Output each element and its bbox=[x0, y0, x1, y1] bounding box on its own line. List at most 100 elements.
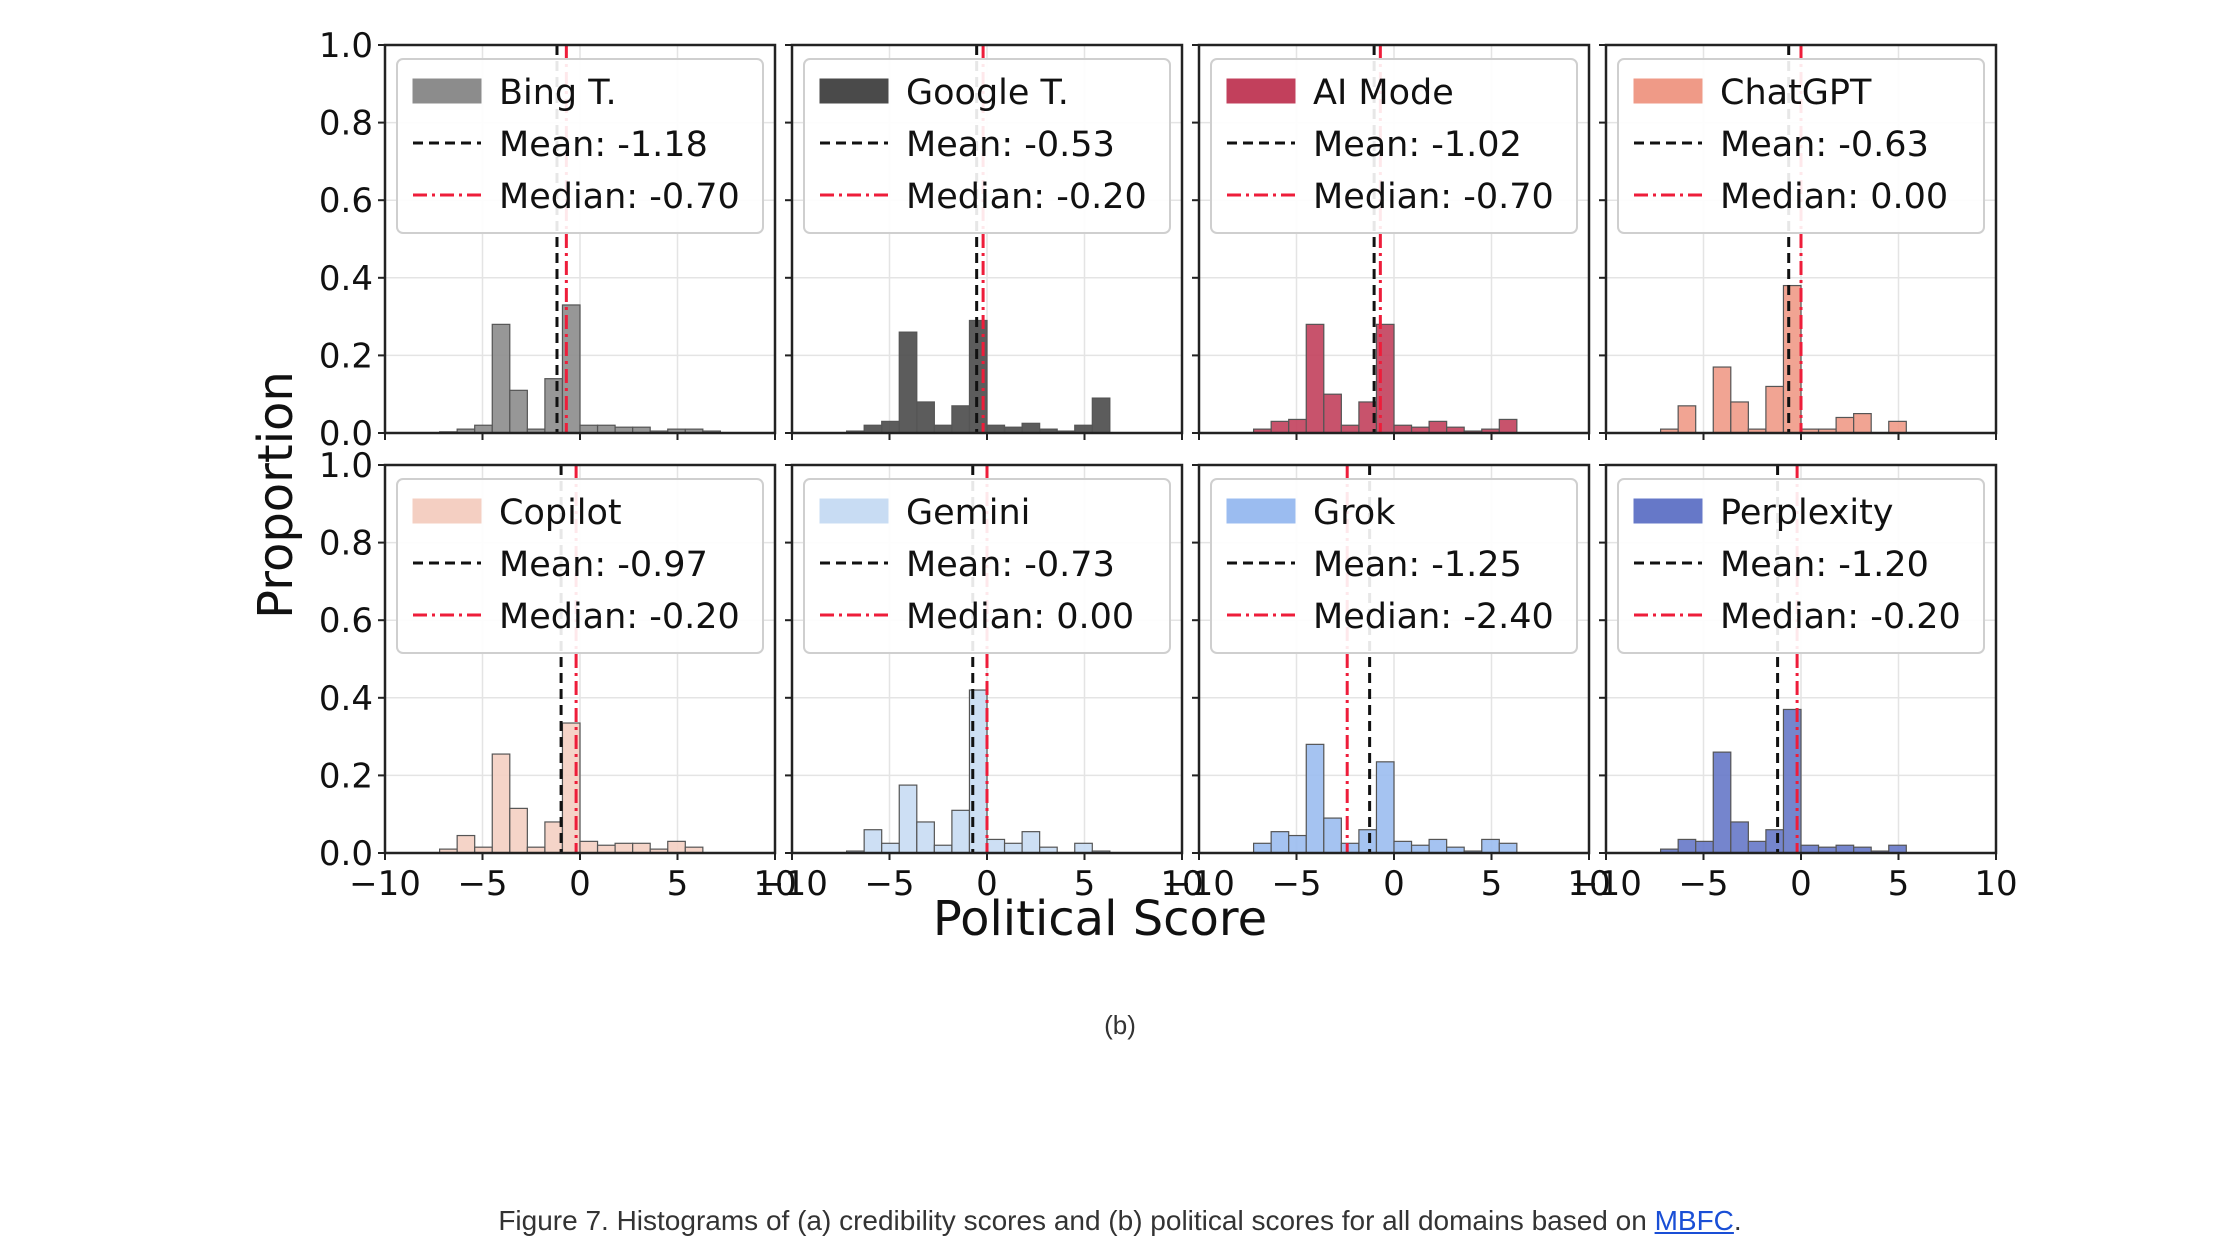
x-tick-label: −10 bbox=[756, 864, 828, 904]
histogram-bar bbox=[667, 840, 686, 854]
panel-bing-t: Bing T. Mean: -1.18 Median: -0.70 0.0 0.2 0.4… bbox=[319, 26, 777, 454]
panel-perplexity: Perplexity Mean: -1.20 Median: -0.20 −10 −5 0… bbox=[1570, 463, 2018, 904]
mbfc-link[interactable]: MBFC bbox=[1654, 1205, 1734, 1236]
y-tick-label: 0.8 bbox=[319, 104, 373, 144]
x-tick-label: −5 bbox=[1678, 864, 1728, 904]
histogram-bar bbox=[1782, 284, 1802, 434]
x-tick-label: 0 bbox=[1383, 864, 1405, 904]
x-tick-label: 5 bbox=[1481, 864, 1503, 904]
panel-copilot: Copilot Mean: -0.97 Median: -0.20 0.0 0.2 0.4… bbox=[319, 446, 797, 904]
subfigure-label: (b) bbox=[1104, 1010, 1136, 1040]
x-tick-label: 5 bbox=[1074, 864, 1096, 904]
histogram-bar bbox=[1712, 751, 1732, 854]
y-tick-label: 0.2 bbox=[319, 756, 373, 796]
histogram-bar bbox=[1375, 761, 1395, 854]
legend-series-label: ChatGPT bbox=[1720, 73, 1872, 113]
histogram-bar bbox=[1677, 838, 1697, 854]
y-tick-label: 0.4 bbox=[319, 679, 373, 719]
y-tick-label: 0.0 bbox=[319, 834, 373, 874]
caption-end: . bbox=[1733, 1205, 1742, 1236]
legend-swatch bbox=[819, 78, 889, 104]
histogram-bar bbox=[509, 807, 528, 854]
x-tick-label: 5 bbox=[1888, 864, 1910, 904]
y-tick-label: 0.6 bbox=[319, 601, 373, 641]
legend-swatch bbox=[412, 78, 482, 104]
histogram-bar bbox=[951, 809, 971, 854]
legend-box bbox=[1617, 58, 1985, 234]
x-tick-label: 0 bbox=[1790, 864, 1812, 904]
legend-mean-label: Mean: -0.97 bbox=[499, 545, 708, 585]
histogram-bar bbox=[491, 753, 511, 854]
histogram-bar bbox=[1288, 418, 1307, 434]
histogram-bar bbox=[1288, 834, 1307, 854]
histogram-bar bbox=[1393, 840, 1413, 854]
histogram-bar bbox=[1021, 422, 1041, 434]
histogram-bar bbox=[1498, 418, 1518, 434]
histogram-bar bbox=[1712, 366, 1732, 434]
legend-swatch bbox=[819, 498, 889, 524]
panel-google-t: Google T. Mean: -0.53 Median: -0.20 bbox=[785, 43, 1184, 440]
legend-series-label: Perplexity bbox=[1720, 493, 1894, 533]
histogram-bar bbox=[1481, 838, 1500, 854]
y-tick-label: 0.2 bbox=[319, 336, 373, 376]
histogram-figure: Proportion Political Score Bing T. Mean: … bbox=[248, 26, 2018, 947]
legend-median-label: Median: -0.70 bbox=[1313, 177, 1554, 217]
histogram-bar bbox=[1498, 842, 1518, 854]
legend-mean-label: Mean: -1.20 bbox=[1720, 545, 1929, 585]
legend-swatch bbox=[412, 498, 482, 524]
x-tick-label: −5 bbox=[457, 864, 507, 904]
histogram-bar bbox=[1021, 831, 1041, 854]
histogram-bar bbox=[544, 378, 564, 434]
legend-swatch bbox=[1633, 498, 1703, 524]
histogram-bar bbox=[1270, 831, 1290, 854]
histogram-bar bbox=[1695, 840, 1714, 854]
histogram-bar bbox=[1358, 829, 1378, 854]
legend-box bbox=[803, 58, 1171, 234]
legend-mean-label: Mean: -1.02 bbox=[1313, 125, 1522, 165]
legend-series-label: Bing T. bbox=[499, 73, 617, 113]
legend-median-label: Median: 0.00 bbox=[1720, 177, 1948, 217]
legend-box bbox=[396, 478, 764, 654]
legend-median-label: Median: 0.00 bbox=[906, 597, 1134, 637]
legend-mean-label: Mean: -0.63 bbox=[1720, 125, 1929, 165]
x-tick-label: 0 bbox=[569, 864, 591, 904]
y-tick-label: 0.6 bbox=[319, 181, 373, 221]
legend-median-label: Median: -2.40 bbox=[1313, 597, 1554, 637]
histogram-bar bbox=[579, 840, 599, 854]
legend-mean-label: Mean: -1.18 bbox=[499, 125, 708, 165]
x-tick-label: −10 bbox=[1163, 864, 1235, 904]
histogram-bar bbox=[1323, 393, 1342, 434]
histogram-bar bbox=[1428, 838, 1448, 854]
legend-mean-label: Mean: -0.53 bbox=[906, 125, 1115, 165]
legend-mean-label: Mean: -1.25 bbox=[1313, 545, 1522, 585]
histogram-bar bbox=[1305, 743, 1325, 854]
legend-box bbox=[1210, 58, 1578, 234]
histogram-bar bbox=[1323, 817, 1342, 854]
y-tick-label: 0.4 bbox=[319, 259, 373, 299]
histogram-bar bbox=[614, 842, 634, 854]
legend-series-label: Copilot bbox=[499, 493, 622, 533]
x-tick-label: −5 bbox=[864, 864, 914, 904]
legend-box bbox=[803, 478, 1171, 654]
histogram-bar bbox=[916, 821, 935, 854]
y-tick-label: 1.0 bbox=[319, 26, 373, 66]
histogram-bar bbox=[1428, 420, 1448, 434]
histogram-bar bbox=[1003, 842, 1023, 854]
histogram-bar bbox=[898, 331, 918, 434]
histogram-bar bbox=[1765, 829, 1785, 854]
histogram-panels: Bing T. Mean: -1.18 Median: -0.70 0.0 0.2 0.4… bbox=[319, 26, 2018, 904]
panel-gemini: Gemini Mean: -0.73 Median: 0.00 −10 −5 0 5 10 bbox=[756, 463, 1204, 904]
x-tick-label: −5 bbox=[1271, 864, 1321, 904]
panel-grok: Grok Mean: -1.25 Median: -2.40 −10 −5 0 5 10 bbox=[1163, 463, 1611, 904]
histogram-bar bbox=[881, 842, 900, 854]
histogram-bar bbox=[1730, 821, 1749, 854]
histogram-bar bbox=[1765, 385, 1785, 434]
histogram-bar bbox=[951, 405, 971, 434]
histogram-bar bbox=[1888, 420, 1907, 434]
histogram-bar bbox=[1747, 840, 1767, 854]
legend-series-label: AI Mode bbox=[1313, 73, 1454, 113]
histogram-bar bbox=[1853, 413, 1872, 434]
x-tick-label: 10 bbox=[1160, 864, 1203, 904]
histogram-bar bbox=[1252, 842, 1272, 854]
histogram-bar bbox=[456, 834, 476, 854]
